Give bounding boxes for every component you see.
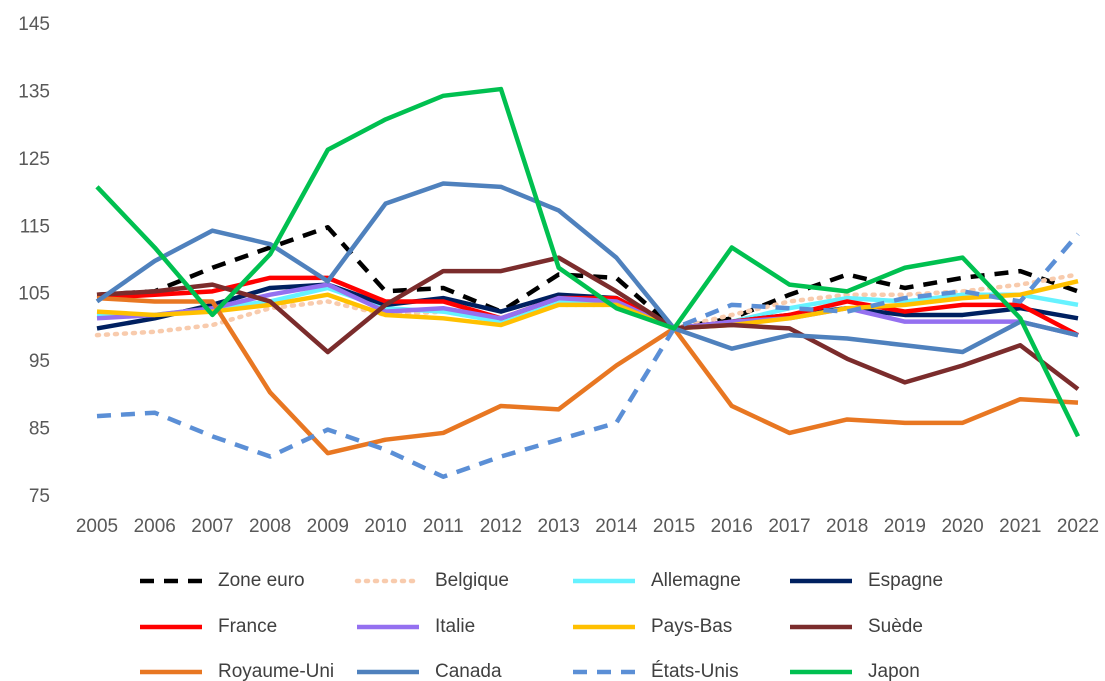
legend-label: Italie <box>435 616 475 637</box>
x-tick-label: 2018 <box>826 516 868 537</box>
series-line <box>95 86 1081 438</box>
legend-label: Pays-Bas <box>651 616 732 637</box>
x-tick-label: 2012 <box>480 516 522 537</box>
legend-label: France <box>218 616 277 637</box>
x-tick-label: 2017 <box>768 516 810 537</box>
x-tick-label: 2022 <box>1057 516 1099 537</box>
x-tick-label: 2011 <box>423 516 464 537</box>
y-tick-label: 145 <box>18 14 50 35</box>
x-tick-label: 2020 <box>941 516 983 537</box>
series-line <box>96 295 1079 456</box>
y-tick-label: 75 <box>29 486 50 507</box>
y-tick-label: 125 <box>18 149 50 170</box>
x-tick-label: 2010 <box>364 516 406 537</box>
x-tick-label: 2009 <box>307 516 349 537</box>
series-line <box>96 232 1080 480</box>
legend-label: Allemagne <box>651 570 741 591</box>
legend-label: Suède <box>868 616 923 637</box>
x-tick-label: 2016 <box>711 516 753 537</box>
x-tick-label: 2008 <box>249 516 291 537</box>
series-line <box>96 279 1079 331</box>
series-line <box>96 225 1079 331</box>
x-tick-label: 2014 <box>595 516 638 537</box>
legend: Zone euro Belgique Allemagne Espagne France I… <box>140 570 943 681</box>
legend-label: Royaume-Uni <box>218 661 334 681</box>
x-tick-label: 2006 <box>134 516 176 537</box>
y-tick-label: 115 <box>20 216 50 237</box>
legend-label: Zone euro <box>218 570 305 591</box>
series-line <box>96 255 1080 391</box>
legend-label: Belgique <box>435 570 509 591</box>
x-tick-label: 2015 <box>653 516 695 537</box>
legend-label: États-Unis <box>651 661 739 681</box>
y-tick-label: 85 <box>29 419 50 440</box>
legend-label: Japon <box>868 661 920 681</box>
legend-label: Espagne <box>868 570 943 591</box>
x-tick-label: 2013 <box>538 516 580 537</box>
y-tick-label: 95 <box>29 351 50 372</box>
x-tick-label: 2019 <box>884 516 926 537</box>
y-tick-label: 105 <box>18 284 50 305</box>
x-tick-label: 2005 <box>76 516 118 537</box>
x-tick-label: 2021 <box>999 516 1041 537</box>
legend-label: Canada <box>435 661 502 681</box>
series-line <box>95 181 1079 355</box>
x-tick-label: 2007 <box>191 516 233 537</box>
y-tick-label: 135 <box>18 81 50 102</box>
